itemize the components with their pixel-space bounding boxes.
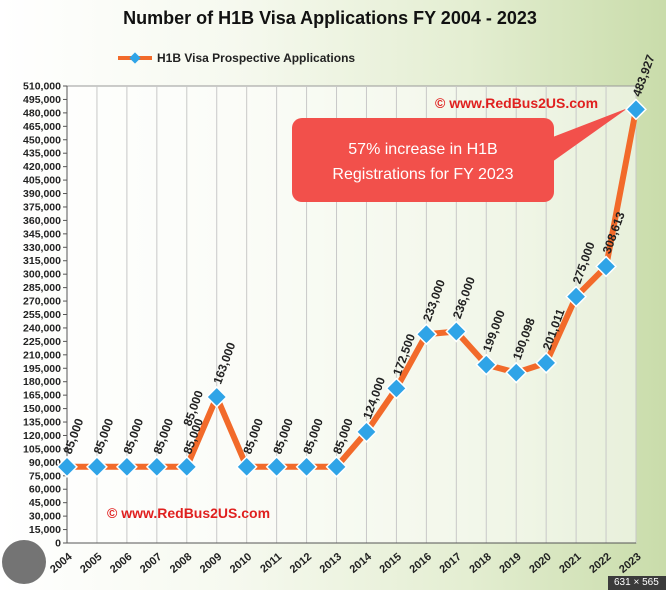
x-tick-label-2022: 2022 — [587, 551, 613, 576]
data-point-2020 — [535, 351, 558, 374]
data-point-2022 — [595, 255, 618, 278]
x-axis: 2004 2005 2006 2007 2008 2009 2010 2011 2012 2013… — [48, 542, 644, 576]
y-tick-label: 270,000 — [23, 296, 61, 308]
data-point-2015 — [385, 377, 408, 400]
y-tick-label: 375,000 — [23, 201, 61, 213]
y-tick-label: 495,000 — [23, 94, 61, 106]
data-point-2009 — [205, 385, 228, 408]
x-tick-label-2004: 2004 — [48, 550, 75, 575]
legend-marker — [129, 52, 141, 64]
y-tick-label: 180,000 — [23, 376, 61, 388]
data-point-2005 — [85, 455, 108, 478]
x-tick-label-2023: 2023 — [617, 551, 643, 576]
y-tick-label: 210,000 — [23, 349, 61, 361]
search-icon[interactable] — [2, 540, 46, 584]
data-point-2011 — [265, 455, 288, 478]
data-point-2012 — [295, 455, 318, 478]
x-tick-label-2007: 2007 — [138, 551, 164, 576]
x-tick-label-2008: 2008 — [168, 551, 194, 576]
x-tick-label-2005: 2005 — [78, 551, 104, 576]
legend: H1B Visa Prospective Applications — [118, 51, 355, 65]
y-tick-label: 330,000 — [23, 242, 61, 254]
y-tick-label: 150,000 — [23, 403, 61, 415]
data-point-2004 — [56, 455, 78, 478]
y-tick-label: 60,000 — [29, 484, 61, 496]
x-tick-label-2006: 2006 — [108, 551, 134, 576]
y-tick-label: 0 — [55, 538, 61, 550]
x-tick-label-2021: 2021 — [557, 551, 583, 576]
y-tick-label: 135,000 — [23, 417, 61, 429]
y-tick-label: 15,000 — [29, 524, 61, 536]
y-tick-label: 225,000 — [23, 336, 61, 348]
y-tick-label: 465,000 — [23, 121, 61, 133]
y-tick-label: 75,000 — [29, 470, 61, 482]
x-tick-label-2009: 2009 — [198, 551, 224, 576]
watermark-top: © www.RedBus2US.com — [435, 95, 598, 111]
y-tick-label: 450,000 — [23, 134, 61, 146]
y-tick-label: 90,000 — [29, 457, 61, 469]
y-tick-label: 240,000 — [23, 322, 61, 334]
watermark-bottom: © www.RedBus2US.com — [107, 505, 270, 521]
y-tick-label: 165,000 — [23, 390, 61, 402]
x-tick-label-2015: 2015 — [378, 551, 404, 576]
x-tick-label-2014: 2014 — [348, 550, 375, 575]
x-tick-label-2012: 2012 — [288, 551, 314, 576]
callout-line-1: 57% increase in H1B — [348, 141, 497, 158]
x-tick-label-2013: 2013 — [318, 551, 344, 576]
y-tick-label: 405,000 — [23, 175, 61, 187]
y-tick-label: 390,000 — [23, 188, 61, 200]
data-point-2016 — [415, 323, 438, 346]
data-point-2018 — [475, 353, 498, 376]
y-tick-label: 30,000 — [29, 511, 61, 523]
callout-pointer — [545, 108, 628, 162]
y-tick-label: 195,000 — [23, 363, 61, 375]
data-label-2023: 483,927 — [630, 53, 658, 99]
data-point-2007 — [145, 455, 168, 478]
x-tick-label-2019: 2019 — [497, 551, 523, 576]
x-tick-label-2018: 2018 — [467, 551, 493, 576]
x-tick-label-2010: 2010 — [228, 551, 254, 576]
data-point-2013 — [325, 455, 348, 478]
x-tick-label-2020: 2020 — [527, 551, 553, 576]
y-tick-label: 315,000 — [23, 255, 61, 267]
series-h1b — [56, 98, 647, 478]
y-tick-label: 435,000 — [23, 148, 61, 160]
y-tick-label: 420,000 — [23, 161, 61, 173]
data-point-2006 — [115, 455, 138, 478]
data-point-2014 — [355, 420, 378, 443]
y-tick-label: 255,000 — [23, 309, 61, 321]
y-tick-label: 285,000 — [23, 282, 61, 294]
callout-line-2: Registrations for FY 2023 — [332, 166, 513, 183]
data-point-2008 — [175, 455, 198, 478]
x-tick-label-2011: 2011 — [258, 551, 284, 576]
data-point-2017 — [445, 320, 468, 343]
callout-box — [292, 118, 554, 202]
y-tick-label: 105,000 — [23, 443, 61, 455]
callout: 57% increase in H1B Registrations for FY… — [292, 108, 628, 202]
y-tick-label: 360,000 — [23, 215, 61, 227]
chart-title: Number of H1B Visa Applications FY 2004 … — [123, 8, 537, 28]
y-tick-label: 480,000 — [23, 107, 61, 119]
x-tick-label-2017: 2017 — [437, 551, 463, 576]
y-tick-label: 45,000 — [29, 497, 61, 509]
y-tick-label: 345,000 — [23, 228, 61, 240]
image-size-badge: 631 × 565 — [608, 576, 666, 590]
data-point-2023 — [625, 98, 647, 121]
y-tick-label: 510,000 — [23, 81, 61, 93]
y-tick-label: 120,000 — [23, 430, 61, 442]
data-point-2010 — [235, 455, 258, 478]
y-tick-label: 300,000 — [23, 269, 61, 281]
x-tick-label-2016: 2016 — [407, 551, 433, 576]
data-point-2019 — [505, 361, 528, 384]
data-point-2021 — [565, 285, 588, 308]
legend-label: H1B Visa Prospective Applications — [157, 51, 355, 65]
